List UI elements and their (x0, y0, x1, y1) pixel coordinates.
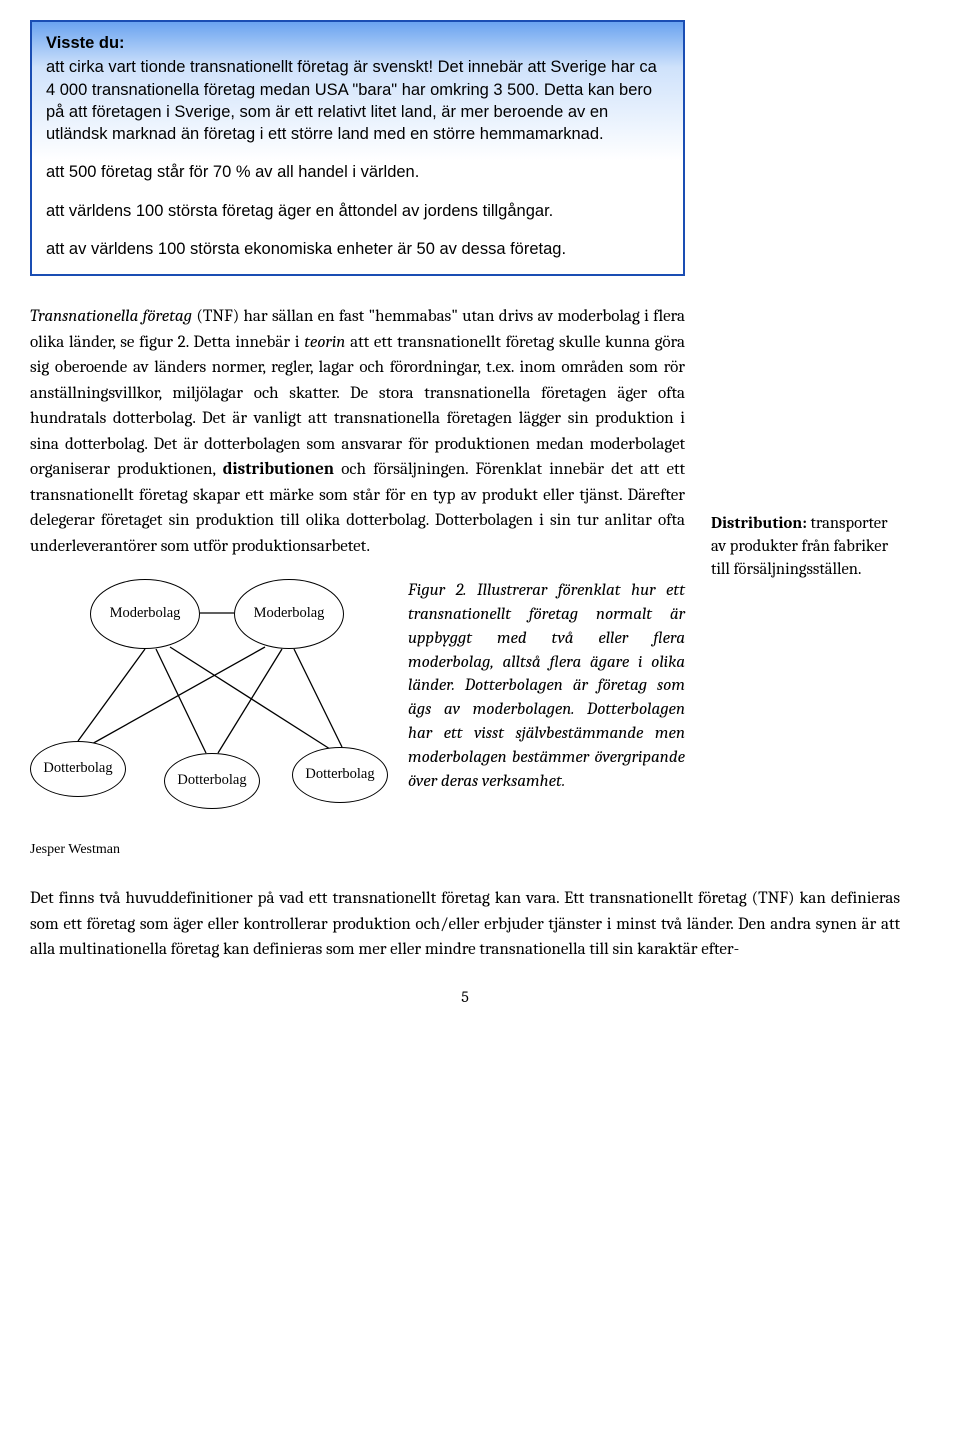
diagram-node-d2: Dotterbolag (164, 753, 260, 809)
info-box-p3: att världens 100 största företag äger en… (46, 200, 669, 222)
closing-paragraph: Det finns två huvuddefinitioner på vad e… (30, 886, 900, 963)
diagram-node-d1: Dotterbolag (30, 741, 126, 797)
figure-block: Moderbolag Moderbolag Dotterbolag Dotterbol… (30, 577, 390, 860)
info-box-p2: att 500 företag står för 70 % av all han… (46, 161, 669, 183)
diagram-credit: Jesper Westman (30, 839, 390, 860)
figure-caption: Figur 2. Illustrerar förenklat hur ett t… (408, 577, 685, 793)
diagram-node-m1: Moderbolag (90, 579, 200, 649)
diagram-node-m2: Moderbolag (234, 579, 344, 649)
main-column: Transnationella företag (TNF) har sällan… (30, 304, 685, 860)
info-box-heading: Visste du: (46, 32, 669, 54)
sidebar: Distribution: transporter av produkter f… (711, 304, 896, 581)
term-transnationella: Transnationella företag (30, 307, 192, 326)
sidebar-term: Distribution: (711, 514, 807, 533)
page-number: 5 (30, 985, 900, 1009)
diagram-node-d3: Dotterbolag (292, 747, 388, 803)
seg2: att ett transnationellt företag skulle k… (30, 333, 685, 480)
main-paragraph: Transnationella företag (TNF) har sällan… (30, 304, 685, 559)
term-distributionen: distributionen (223, 460, 334, 479)
term-teorin: teorin (304, 333, 345, 352)
main-content-row: Transnationella företag (TNF) har sällan… (30, 304, 900, 860)
figure-row: Moderbolag Moderbolag Dotterbolag Dotterbol… (30, 577, 685, 860)
info-box-p1: att cirka vart tionde transnationellt fö… (46, 56, 669, 145)
diagram: Moderbolag Moderbolag Dotterbolag Dotterbol… (30, 577, 390, 835)
info-box: Visste du: att cirka vart tionde transna… (30, 20, 685, 276)
info-box-p4: att av världens 100 största ekonomiska e… (46, 238, 669, 260)
